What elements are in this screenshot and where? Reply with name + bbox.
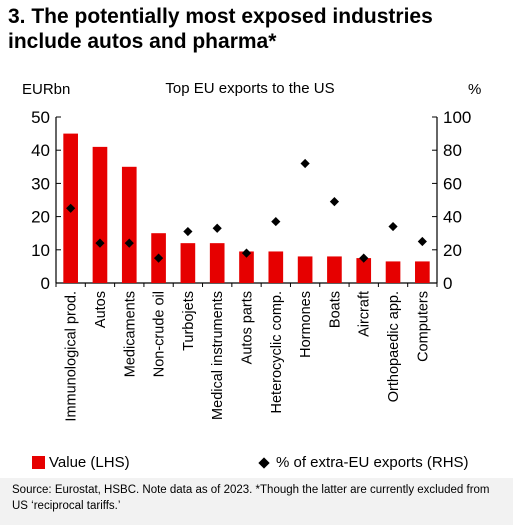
bar	[180, 243, 196, 283]
chart-subtitle: Top EU exports to the US	[165, 80, 334, 97]
bar	[239, 251, 254, 283]
x-tick-label: Medicaments	[122, 291, 138, 377]
legend: Value (LHS) % of extra-EU exports (RHS)	[0, 452, 513, 476]
point	[95, 238, 105, 248]
bar	[297, 256, 313, 283]
legend-item-share: % of extra-EU exports (RHS)	[258, 454, 469, 471]
legend-diamond-icon	[258, 456, 270, 469]
left-tick-label: 40	[31, 141, 50, 160]
legend-label-value: Value (LHS)	[49, 454, 130, 471]
point	[271, 216, 281, 227]
bar	[121, 166, 137, 283]
left-tick-label: 10	[31, 241, 50, 260]
x-tick-label: Non-crude oil	[152, 291, 168, 377]
bar	[268, 251, 284, 283]
right-tick-label: 0	[443, 274, 452, 293]
x-tick-label: Heterocyclic comp.	[269, 291, 285, 413]
point	[359, 253, 369, 263]
point	[241, 248, 252, 258]
bar	[92, 146, 108, 283]
right-tick-label: 60	[443, 174, 462, 193]
x-tick-label: Computers	[415, 291, 431, 362]
point	[124, 238, 134, 248]
chart: Top EU exports to the US EURbn % 0 10 20 30…	[22, 80, 481, 422]
x-tick-label: Autos	[93, 291, 109, 328]
x-tick-label: Orthopaedic app.	[386, 291, 402, 402]
x-tick-label: Hormones	[298, 291, 314, 358]
chart-title: 3. The potentially most exposed industri…	[8, 5, 433, 53]
x-tick-label: Immunological prod.	[64, 291, 80, 422]
point	[66, 203, 76, 213]
point	[300, 158, 310, 169]
x-tick-label: Autos parts	[240, 291, 256, 364]
legend-label-share: % of extra-EU exports (RHS)	[276, 454, 469, 471]
x-tick-label: Boats	[327, 291, 343, 328]
bar	[209, 243, 225, 283]
x-tick-label: Turbojets	[181, 291, 197, 351]
right-tick-label: 40	[443, 208, 462, 227]
bar	[356, 258, 372, 283]
left-tick-label: 0	[41, 274, 50, 293]
bar	[385, 261, 401, 283]
left-tick-label: 20	[31, 208, 50, 227]
right-tick-label: 80	[443, 141, 462, 160]
right-tick-label: 100	[443, 108, 471, 127]
bar	[327, 256, 342, 283]
point	[417, 236, 427, 247]
point	[212, 223, 222, 233]
left-tick-label: 50	[31, 108, 50, 127]
x-tick-label: Aircraft	[357, 291, 373, 337]
point	[183, 226, 193, 237]
source-note: Source: Eurostat, HSBC. Note data as of …	[12, 484, 490, 512]
left-axis-label: EURbn	[22, 81, 70, 98]
left-tick-label: 30	[31, 174, 50, 193]
legend-item-value: Value (LHS)	[32, 454, 130, 471]
x-tick-label: Medical instruments	[210, 291, 226, 420]
right-axis-label: %	[468, 81, 481, 98]
point	[388, 221, 398, 232]
legend-swatch-red	[32, 456, 45, 469]
point	[153, 253, 164, 263]
point	[329, 197, 340, 207]
right-tick-label: 20	[443, 241, 462, 260]
bar	[415, 261, 430, 283]
source-background	[0, 478, 513, 525]
